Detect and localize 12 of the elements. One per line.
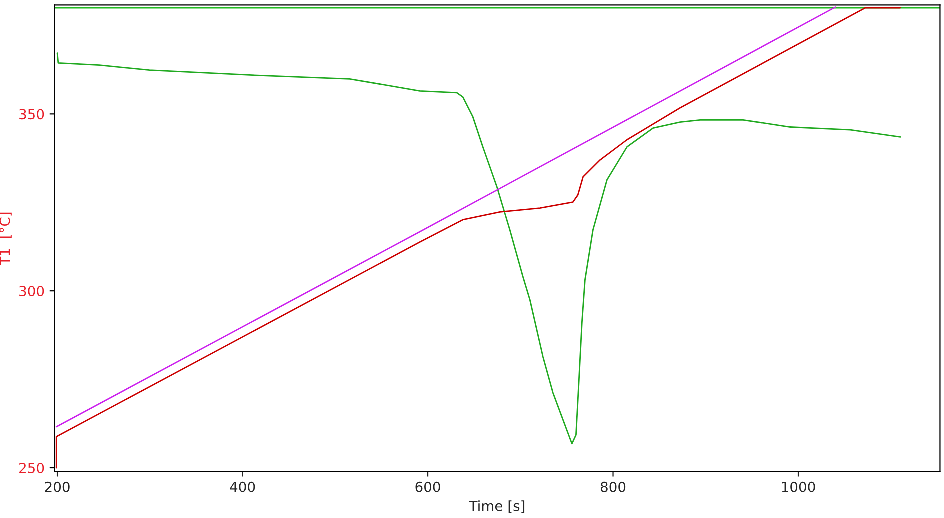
- x-tick-label: 200: [45, 482, 70, 492]
- line-series: [56, 52, 902, 445]
- x-tick-label: 1000: [782, 482, 816, 492]
- x-tick-label: 800: [600, 482, 626, 492]
- y-tick-label: 300: [20, 286, 44, 297]
- y-tick-label: 250: [20, 462, 44, 474]
- y-axis-title: T1 [°C]: [0, 212, 12, 266]
- x-tick-label: 600: [416, 482, 440, 492]
- x-tick-label: 400: [230, 482, 256, 492]
- x-axis-title: Time [s]: [469, 500, 525, 514]
- y-tick-label: 350: [20, 109, 44, 120]
- line-series: [56, 7, 902, 469]
